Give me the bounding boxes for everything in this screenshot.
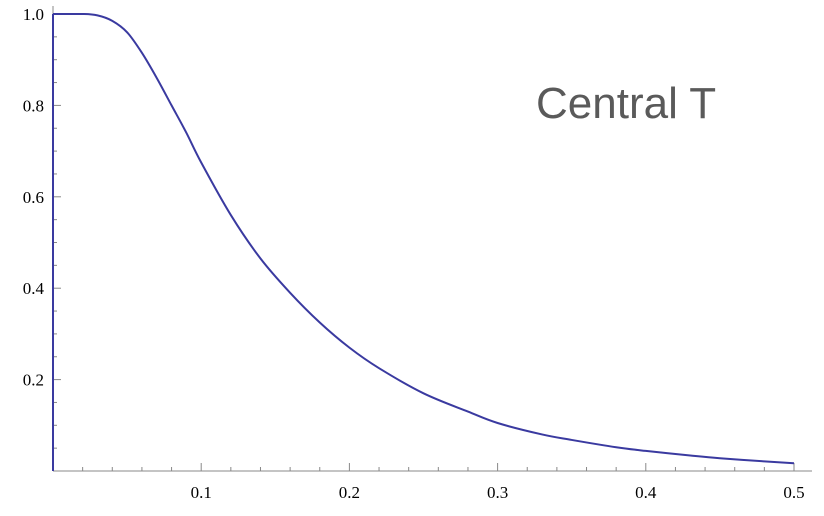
plot-area [52,13,795,471]
x-tick-label: 0.3 [487,483,508,502]
series-line [53,13,795,465]
x-tick-label: 0.4 [635,483,657,502]
y-tick-label: 0.4 [23,279,45,298]
tick-labels: 0.1 0.2 0.3 0.4 0.5 0.2 0.4 0.6 0.8 1.0 [23,5,805,502]
x-tick-label: 0.2 [339,483,360,502]
x-tick-label: 0.1 [191,483,212,502]
y-tick-label: 0.2 [23,371,44,390]
chart-annotation: Central T [536,79,716,128]
y-tick-label: 0.6 [23,188,44,207]
axes [52,6,812,472]
y-tick-label: 0.8 [23,96,44,115]
y-tick-label: 1.0 [23,5,44,24]
x-tick-label: 0.5 [783,483,804,502]
